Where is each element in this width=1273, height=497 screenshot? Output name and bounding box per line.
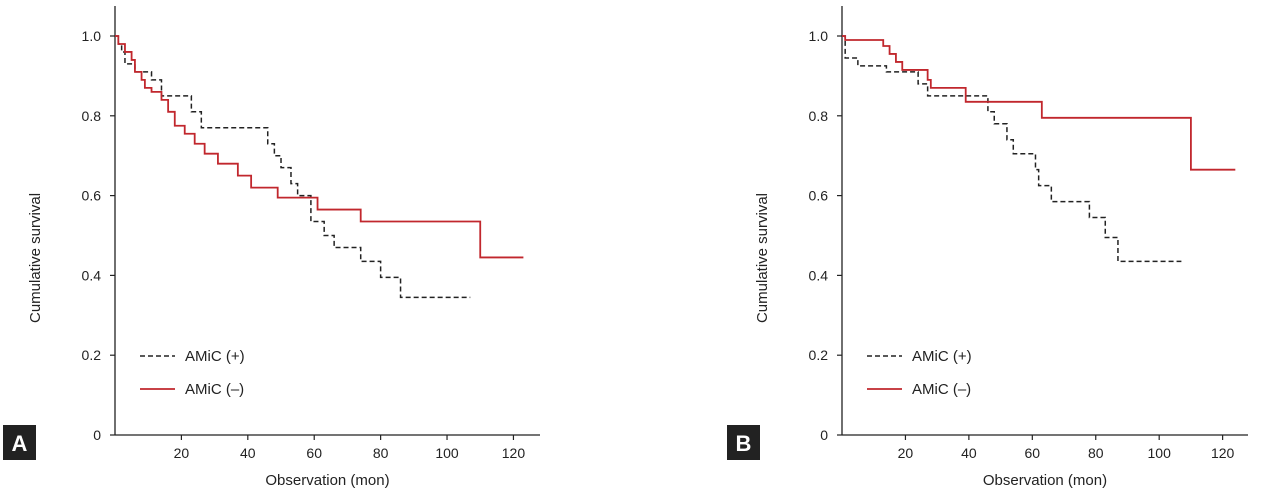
panel-b: 0 0.2 0.4 0.6 0.8 1.0 20 40 60 80 100 120 Observatio…: [727, 6, 1248, 489]
y-tick-label: 0: [93, 427, 101, 443]
legend-label: AMiC (+): [185, 348, 245, 365]
y-tick-label: 0.8: [82, 108, 102, 124]
survival-line-amic-minus: [115, 35, 524, 259]
y-axis-label: Cumulative survival: [754, 193, 771, 323]
survival-line-amic-minus: [842, 35, 1236, 171]
y-axis-label: Cumulative survival: [27, 193, 44, 323]
legend-label: AMiC (+): [912, 348, 972, 365]
panel-badge: [3, 425, 36, 460]
y-tick-label: 0: [820, 427, 828, 443]
y-tick-label: 0.6: [82, 188, 102, 204]
x-tick-label: 100: [435, 445, 459, 461]
x-tick-label: 20: [174, 445, 190, 461]
y-tick-label: 0.2: [809, 347, 829, 363]
survival-line-amic-plus: [115, 35, 471, 299]
survival-line-amic-plus: [842, 35, 1182, 263]
x-axis-label: Observation (mon): [265, 472, 389, 489]
legend-label: AMiC (–): [185, 381, 244, 398]
x-axis-label: Observation (mon): [983, 472, 1107, 489]
x-tick-label: 60: [1025, 445, 1041, 461]
x-tick-label: 100: [1148, 445, 1172, 461]
panel-badge: [727, 425, 760, 460]
x-tick-label: 120: [1211, 445, 1235, 461]
y-tick-label: 0.8: [809, 108, 829, 124]
legend-label: AMiC (–): [912, 381, 971, 398]
x-tick-label: 40: [240, 445, 256, 461]
panel-badge-label: B: [736, 431, 752, 456]
x-tick-label: 120: [502, 445, 526, 461]
y-tick-label: 1.0: [82, 28, 102, 44]
x-tick-label: 40: [961, 445, 977, 461]
y-tick-label: 0.2: [82, 347, 102, 363]
y-tick-label: 1.0: [809, 28, 829, 44]
x-tick-label: 80: [373, 445, 389, 461]
x-tick-label: 80: [1088, 445, 1104, 461]
y-tick-label: 0.4: [809, 267, 829, 283]
panel-a: 0 0.2 0.4 0.6 0.8 1.0 20 40 60 80 100 120 Observatio…: [3, 6, 540, 489]
y-tick-label: 0.6: [809, 188, 829, 204]
panel-badge-label: A: [12, 431, 28, 456]
x-tick-label: 20: [898, 445, 914, 461]
x-tick-label: 60: [306, 445, 322, 461]
y-tick-label: 0.4: [82, 267, 102, 283]
